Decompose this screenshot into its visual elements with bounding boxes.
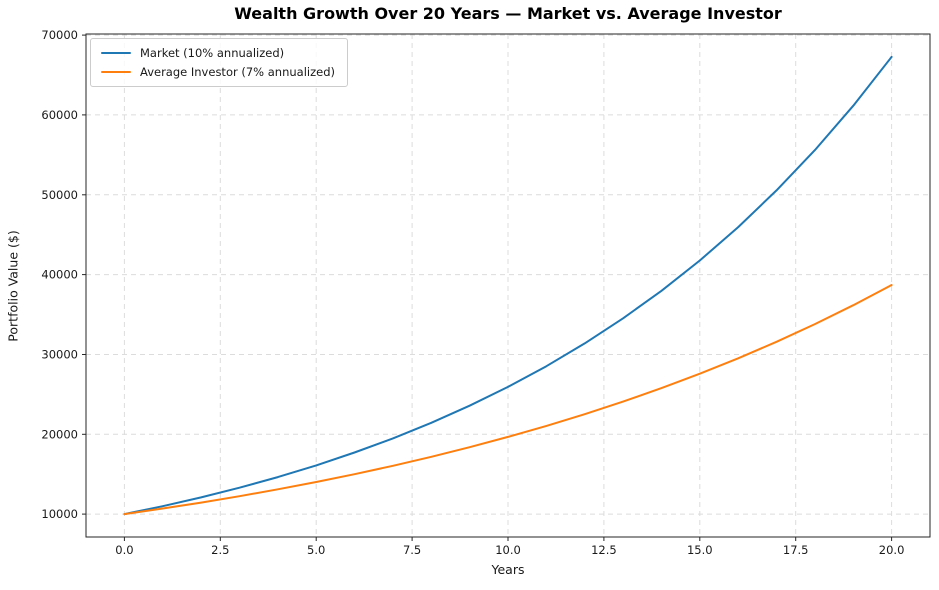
x-tick-label: 5.0 bbox=[307, 543, 325, 557]
y-tick-label: 40000 bbox=[41, 268, 78, 282]
x-axis-label: Years bbox=[491, 562, 525, 577]
chart-title: Wealth Growth Over 20 Years — Market vs.… bbox=[234, 4, 782, 23]
y-tick-label: 10000 bbox=[41, 507, 78, 521]
x-tick-label: 2.5 bbox=[211, 543, 229, 557]
legend-line-sample-market bbox=[101, 51, 131, 55]
x-tick-label: 17.5 bbox=[783, 543, 809, 557]
x-tick-label: 20.0 bbox=[879, 543, 905, 557]
legend-item-market: Market (10% annualized) bbox=[101, 46, 335, 60]
legend-line-sample-average-investor bbox=[101, 70, 131, 74]
series-line-1 bbox=[123, 284, 893, 516]
y-axis-label: Portfolio Value ($) bbox=[5, 230, 21, 342]
series-line-0 bbox=[123, 55, 893, 516]
x-tick-label: 12.5 bbox=[591, 543, 617, 557]
y-tick-label: 70000 bbox=[41, 28, 78, 42]
x-tick-label: 15.0 bbox=[687, 543, 713, 557]
legend-label-market: Market (10% annualized) bbox=[140, 46, 285, 60]
y-tick-label: 60000 bbox=[41, 108, 78, 122]
x-tick-label: 10.0 bbox=[495, 543, 521, 557]
y-tick-label: 50000 bbox=[41, 188, 78, 202]
legend-item-average-investor: Average Investor (7% annualized) bbox=[101, 65, 335, 79]
legend: Market (10% annualized) Average Investor… bbox=[90, 38, 348, 87]
x-tick-label: 7.5 bbox=[403, 543, 421, 557]
x-tick-label: 0.0 bbox=[115, 543, 133, 557]
y-tick-label: 20000 bbox=[41, 427, 78, 441]
legend-label-average-investor: Average Investor (7% annualized) bbox=[140, 65, 335, 79]
y-tick-label: 30000 bbox=[41, 348, 78, 362]
